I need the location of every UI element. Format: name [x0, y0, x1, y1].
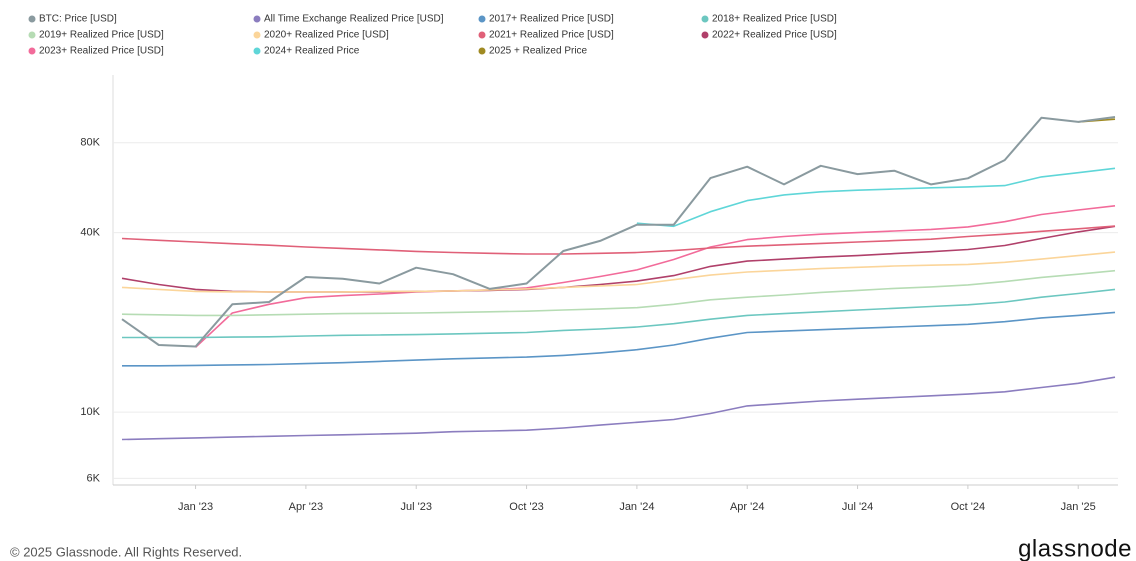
series-line	[121, 376, 1116, 441]
copyright: © 2025 Glassnode. All Rights Reserved.	[10, 544, 242, 559]
series-line	[122, 311, 1116, 367]
x-tick-label: Apr '23	[289, 501, 324, 513]
x-tick-label: Jul '23	[400, 501, 431, 513]
series-line	[195, 205, 1116, 348]
legend-label: 2023+ Realized Price [USD]	[39, 46, 164, 57]
legend-label: 2018+ Realized Price [USD]	[712, 14, 837, 25]
series-line	[121, 251, 1116, 293]
series-line	[121, 269, 1116, 317]
series-line	[122, 288, 1116, 339]
series-line	[636, 167, 1116, 228]
legend-marker	[28, 15, 36, 23]
y-tick-label: 10K	[80, 406, 100, 418]
legend-label: 2017+ Realized Price [USD]	[489, 14, 614, 25]
legend-marker	[28, 31, 36, 39]
x-tick-label: Oct '24	[951, 501, 986, 513]
legend-marker	[701, 15, 709, 23]
legend-label: BTC: Price [USD]	[39, 14, 117, 25]
legend-label: 2025 + Realized Price	[489, 46, 588, 57]
legend-label: 2020+ Realized Price [USD]	[264, 30, 389, 41]
x-tick-label: Jan '24	[619, 501, 654, 513]
legend-marker	[478, 47, 486, 55]
legend-marker	[478, 15, 486, 23]
legend-marker	[28, 47, 36, 55]
logo: glassnode	[1018, 535, 1132, 561]
legend-label: 2024+ Realized Price	[264, 46, 360, 57]
y-tick-label: 6K	[87, 472, 101, 484]
y-tick-label: 80K	[80, 137, 100, 149]
series-line	[121, 225, 1116, 255]
x-tick-label: Apr '24	[730, 501, 765, 513]
legend-marker	[478, 31, 486, 39]
legend-label: 2021+ Realized Price [USD]	[489, 30, 614, 41]
legend-marker	[701, 31, 709, 39]
x-tick-label: Jul '24	[842, 501, 873, 513]
legend-marker	[253, 31, 261, 39]
legend-marker	[253, 47, 261, 55]
y-tick-label: 40K	[80, 226, 100, 238]
legend-label: All Time Exchange Realized Price [USD]	[264, 14, 444, 25]
x-tick-label: Jan '25	[1061, 501, 1096, 513]
legend-label: 2019+ Realized Price [USD]	[39, 30, 164, 41]
legend-label: 2022+ Realized Price [USD]	[712, 30, 837, 41]
x-tick-label: Oct '23	[509, 501, 544, 513]
legend-marker	[253, 15, 261, 23]
x-tick-label: Jan '23	[178, 501, 213, 513]
series-line	[121, 116, 1116, 348]
